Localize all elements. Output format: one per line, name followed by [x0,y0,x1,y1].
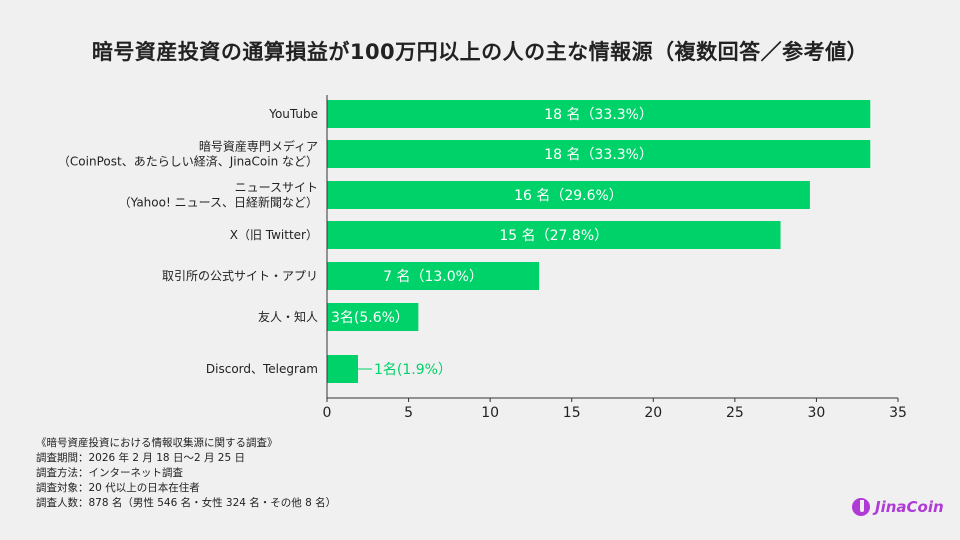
x-tick-label: 35 [889,405,907,421]
category-label: （CoinPost、あたらしい経済、JinaCoin など） [58,154,318,169]
note-line: 《暗号資産投資における情報収集源に関する調査》 [36,437,278,449]
bar [327,262,540,290]
category-label: Discord、Telegram [206,362,318,376]
x-tick-label: 20 [644,405,662,421]
jinacoin-logo-icon [852,498,870,516]
x-tick-label: 10 [481,405,499,421]
note-line: 調査期間：2026 年 2 月 18 日〜2 月 25 日 [36,452,246,464]
data-label: 3名(5.6%） [331,310,409,326]
category-label: 暗号資産専門メディア [199,139,318,154]
data-label: 15 名（27.8%） [499,228,608,244]
category-label: 取引所の公式サイト・アプリ [162,269,318,283]
category-label: 友人・知人 [258,310,318,324]
note-line: 調査方法：インターネット調査 [36,467,183,479]
data-label: 1名(1.9%） [374,362,452,378]
bar [327,140,871,168]
bar [327,221,781,249]
note-line: 調査人数：878 名（男性 546 名・女性 324 名・その他 8 名） [36,497,337,509]
data-label: 18 名（33.3%） [544,147,653,163]
bar [327,181,810,209]
jinacoin-logo: JinaCoin [852,498,944,516]
category-label: （Yahoo! ニュース、日経新聞など） [119,195,318,210]
category-label: X（旧 Twitter） [230,228,318,242]
data-label: 7 名（13.0%） [383,269,483,285]
data-label: 18 名（33.3%） [544,107,653,123]
chart-title: 暗号資産投資の通算損益が100万円以上の人の主な情報源（複数回答／参考値） [91,40,869,64]
data-label: 16 名（29.6%） [514,188,623,204]
bar [327,100,871,128]
x-tick-label: 5 [404,405,413,421]
x-tick-label: 25 [726,405,744,421]
category-label: YouTube [268,107,318,121]
bar [327,303,419,331]
survey-notes: 《暗号資産投資における情報収集源に関する調査》 調査期間：2026 年 2 月 … [36,436,336,511]
x-tick-label: 0 [323,405,332,421]
bar [327,355,358,383]
note-line: 調査対象：20 代以上の日本在住者 [36,482,200,494]
logo-text: JinaCoin [875,498,944,516]
x-tick-label: 15 [563,405,581,421]
category-label: ニュースサイト [235,181,318,195]
x-tick-label: 30 [808,405,826,421]
